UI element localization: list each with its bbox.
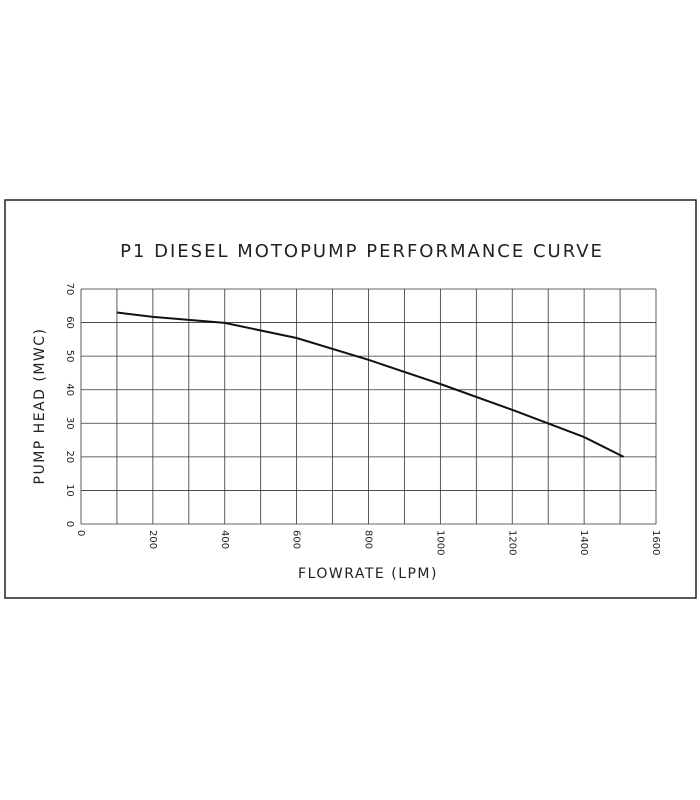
plot: 0 10 20 30 40 50 60 70 0 200 400 600 800 1000 1200 1400… bbox=[64, 283, 661, 556]
x-tick-label: 200 bbox=[147, 530, 158, 549]
data-line bbox=[116, 311, 625, 458]
x-tick-label: 400 bbox=[219, 530, 230, 549]
x-tick-label: 1200 bbox=[506, 530, 517, 555]
x-tick-label: 1600 bbox=[650, 530, 661, 555]
x-tick-label: 0 bbox=[75, 530, 86, 536]
chart-title: P1 DIESEL MOTOPUMP PERFORMANCE CURVE bbox=[120, 241, 604, 262]
y-tick-label: 30 bbox=[64, 417, 75, 430]
y-tick-label: 70 bbox=[64, 283, 75, 296]
y-tick-label: 40 bbox=[64, 383, 75, 396]
x-axis-label: FLOWRATE (LPM) bbox=[298, 566, 438, 582]
x-tick-label: 800 bbox=[363, 530, 374, 549]
y-tick-label: 50 bbox=[64, 350, 75, 363]
y-tick-label: 0 bbox=[64, 521, 75, 527]
frame bbox=[4, 199, 697, 599]
x-tick-label: 600 bbox=[291, 530, 302, 549]
y-axis-label: PUMP HEAD (MWC) bbox=[32, 328, 48, 485]
y-tick-label: 10 bbox=[64, 484, 75, 497]
x-tick-label: 1400 bbox=[578, 530, 589, 555]
x-tick-label: 1000 bbox=[434, 530, 445, 555]
y-tick-label: 60 bbox=[64, 316, 75, 329]
y-tick-label: 20 bbox=[64, 450, 75, 463]
